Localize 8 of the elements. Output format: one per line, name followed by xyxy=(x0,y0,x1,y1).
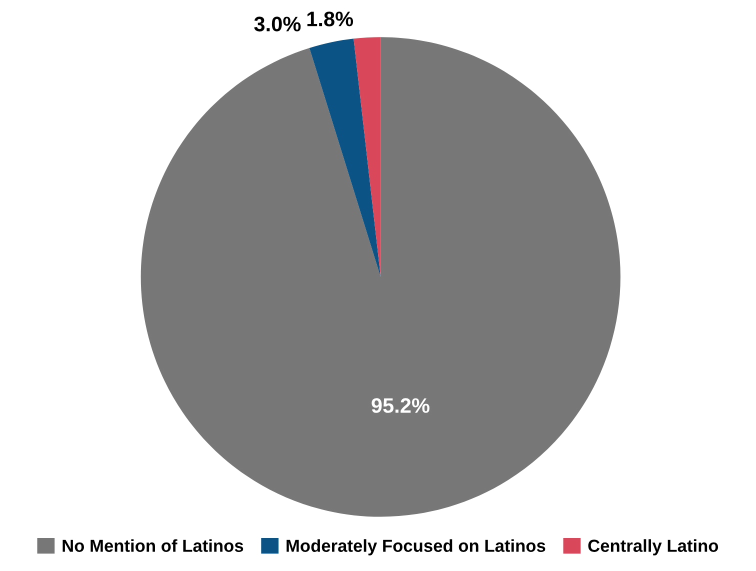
legend-label: No Mention of Latinos xyxy=(62,539,244,552)
data-label: 1.8% xyxy=(307,12,354,26)
pie-slice xyxy=(140,37,620,517)
data-label: 3.0% xyxy=(254,16,301,32)
legend-label: Moderately Focused on Latinos xyxy=(286,539,546,556)
legend-label: Centrally Latino xyxy=(588,539,718,556)
pie-slice xyxy=(309,38,381,277)
data-label: 95.2% xyxy=(372,398,430,413)
